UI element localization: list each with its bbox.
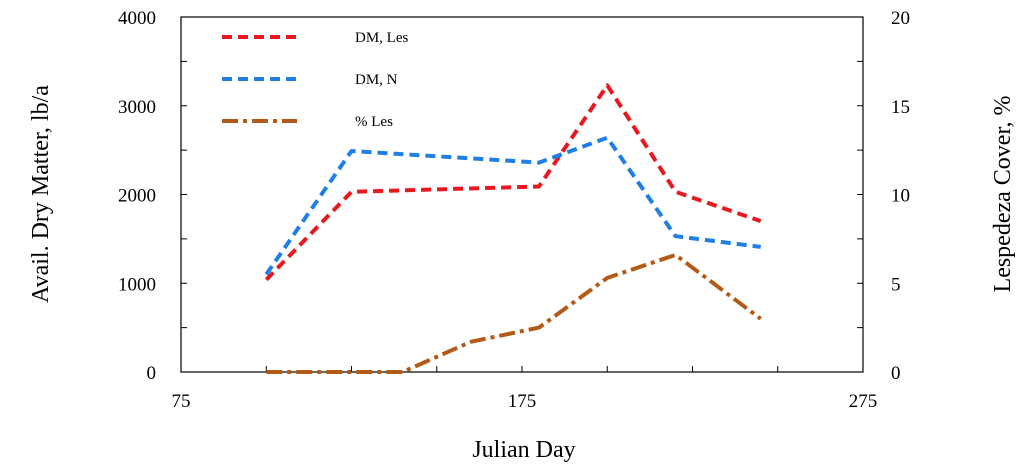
y-tick-label: 4000 <box>118 8 156 29</box>
tick-labels-layer: 75 175 275 0 1000 2000 3000 4000 0 5 10 15 20 <box>118 8 910 412</box>
x-tick-label: 75 <box>172 391 191 412</box>
x-axis-title: Julian Day <box>472 437 575 463</box>
y2-tick-label: 0 <box>891 363 901 384</box>
y-tick-label: 3000 <box>118 97 156 118</box>
y-tick-label: 2000 <box>118 186 156 207</box>
y2-axis-title: Lespedeza Cover, % <box>990 96 1016 293</box>
series-line-0 <box>264 83 762 282</box>
legend-label: DM, Les <box>355 30 408 46</box>
legend: DM, Les DM, N % Les <box>222 30 408 130</box>
x-tick-label: 175 <box>508 391 537 412</box>
y-axis-title: Avail. Dry Matter, lb/a <box>28 85 54 303</box>
y-tick-label: 0 <box>147 363 157 384</box>
y-tick-label: 1000 <box>118 274 156 295</box>
series-line-1 <box>264 135 761 276</box>
x-tick-label: 275 <box>849 391 878 412</box>
series-layer <box>264 83 762 374</box>
tick-marks-layer <box>180 16 864 373</box>
y2-tick-label: 10 <box>891 186 910 207</box>
series-line-2 <box>266 252 762 374</box>
y2-tick-label: 15 <box>891 97 910 118</box>
legend-label: % Les <box>355 114 393 130</box>
y2-tick-label: 5 <box>891 274 901 295</box>
y2-tick-label: 20 <box>891 8 910 29</box>
legend-label: DM, N <box>355 72 398 88</box>
